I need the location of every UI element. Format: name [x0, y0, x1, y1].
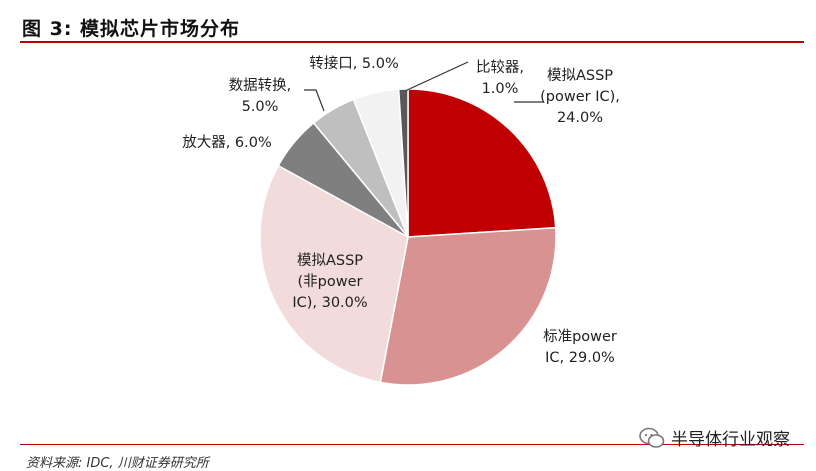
leader-line-6: [404, 61, 469, 92]
watermark-text: 半导体行业观察: [671, 430, 790, 450]
footer-divider: [20, 444, 804, 445]
slice-label-1: 标准power IC, 29.0%: [543, 328, 617, 366]
pie-slice-0: [407, 88, 557, 238]
slice-labels: 模拟ASSP (power IC), 24.0% 标准power IC, 29.0% 模拟…: [182, 55, 620, 366]
leader-lines: [304, 61, 544, 112]
pie-slices: [259, 88, 557, 386]
wechat-icon: [639, 427, 665, 448]
watermark: 半导体行业观察: [639, 425, 790, 450]
title-divider: [20, 41, 804, 43]
slice-label-0: 模拟ASSP (power IC), 24.0%: [540, 67, 620, 126]
pie-slice-2: [259, 164, 409, 384]
slice-label-6: 比较器, 1.0%: [476, 58, 524, 97]
leader-line-4: [304, 89, 325, 112]
slice-label-3: 放大器, 6.0%: [182, 134, 272, 151]
figure-title: 图 3: 模拟芯片市场分布: [22, 18, 241, 40]
slice-label-5: 转接口, 5.0%: [309, 55, 399, 72]
slice-label-4: 数据转换, 5.0%: [229, 77, 292, 115]
source-note: 资料来源: IDC, 川财证券研究所: [26, 456, 209, 471]
pie-slice-1: [379, 226, 557, 386]
slice-label-2: 模拟ASSP (非power IC), 30.0%: [292, 252, 367, 311]
